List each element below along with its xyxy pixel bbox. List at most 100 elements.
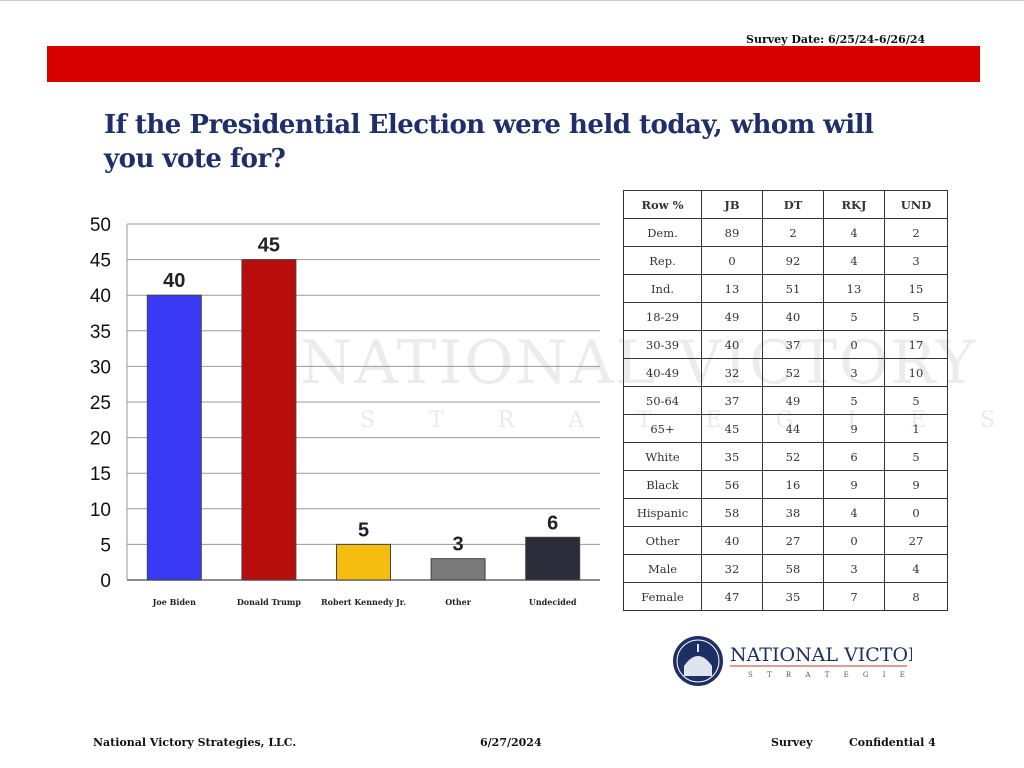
- table-cell: 0: [823, 330, 885, 359]
- table-cell: 58: [762, 554, 824, 583]
- y-tick-label: 30: [90, 357, 111, 378]
- table-cell: 3: [884, 246, 948, 275]
- top-border: [0, 0, 1024, 1]
- table-cell: 44: [762, 414, 824, 443]
- data-label: 5: [358, 519, 369, 541]
- table-cell: 9: [823, 414, 885, 443]
- company-logo: NATIONAL VICTORY S T R A T E G I E S: [672, 634, 935, 688]
- crosstab-table: Row % JB DT RKJ UND Dem. 89 2 4 2 Rep. 0 92 4 3 Ind. 13…: [623, 190, 948, 611]
- logo-text: NATIONAL VICTORY: [730, 644, 912, 666]
- footer-survey: Survey: [771, 736, 813, 749]
- table-cell: 47: [701, 582, 763, 611]
- row-label: Female: [623, 582, 702, 611]
- table-cell: 37: [762, 330, 824, 359]
- table-cell: 51: [762, 274, 824, 303]
- y-tick-label: 50: [90, 215, 111, 236]
- table-cell: 0: [701, 246, 763, 275]
- table-cell: 35: [762, 582, 824, 611]
- row-label: Dem.: [623, 218, 702, 247]
- footer-page: Confidential 4: [849, 736, 936, 749]
- table-row: 65+ 45 44 9 1: [623, 414, 948, 443]
- table-cell: 35: [701, 442, 763, 471]
- row-label: Male: [623, 554, 702, 583]
- column-header: Row %: [623, 190, 702, 219]
- table-cell: 10: [884, 358, 948, 387]
- row-label: 30-39: [623, 330, 702, 359]
- y-tick-label: 10: [90, 500, 111, 521]
- row-label: Hispanic: [623, 498, 702, 527]
- table-cell: 4: [884, 554, 948, 583]
- bar: [525, 536, 581, 581]
- table-cell: 37: [701, 386, 763, 415]
- table-cell: 52: [762, 358, 824, 387]
- table-cell: 0: [884, 498, 948, 527]
- table-cell: 92: [762, 246, 824, 275]
- table-cell: 27: [884, 526, 948, 555]
- table-cell: 0: [823, 526, 885, 555]
- row-label: 18-29: [623, 302, 702, 331]
- table-cell: 32: [701, 554, 763, 583]
- table-cell: 27: [762, 526, 824, 555]
- table-cell: 5: [884, 386, 948, 415]
- table-cell: 5: [884, 442, 948, 471]
- row-label: Ind.: [623, 274, 702, 303]
- column-header: JB: [701, 190, 763, 219]
- table-row: Hispanic 58 38 4 0: [623, 498, 948, 527]
- survey-date: Survey Date: 6/25/24-6/26/24: [746, 33, 926, 46]
- y-tick-label: 35: [90, 322, 111, 343]
- table-cell: 4: [823, 246, 885, 275]
- table-cell: 2: [762, 218, 824, 247]
- table-row: 50-64 37 49 5 5: [623, 386, 948, 415]
- table-row: Ind. 13 51 13 15: [623, 274, 948, 303]
- table-row: Female 47 35 7 8: [623, 582, 948, 611]
- table-row: Rep. 0 92 4 3: [623, 246, 948, 275]
- x-tick-label: Undecided: [529, 597, 577, 607]
- table-cell: 13: [823, 274, 885, 303]
- table-cell: 2: [884, 218, 948, 247]
- y-tick-label: 45: [90, 251, 111, 272]
- logo-subtext: S T R A T E G I E S: [748, 671, 912, 679]
- table-cell: 32: [701, 358, 763, 387]
- table-cell: 58: [701, 498, 763, 527]
- table-row: Male 32 58 3 4: [623, 554, 948, 583]
- row-label: Rep.: [623, 246, 702, 275]
- table-cell: 17: [884, 330, 948, 359]
- y-tick-label: 20: [90, 429, 111, 450]
- bar: [430, 558, 486, 581]
- table-cell: 15: [884, 274, 948, 303]
- table-cell: 40: [762, 302, 824, 331]
- row-label: Black: [623, 470, 702, 499]
- table-cell: 89: [701, 218, 763, 247]
- footer-date: 6/27/2024: [480, 736, 542, 749]
- table-row: Other 40 27 0 27: [623, 526, 948, 555]
- x-tick-label: Donald Trump: [237, 597, 302, 607]
- table-cell: 4: [823, 218, 885, 247]
- row-label: Other: [623, 526, 702, 555]
- table-row: Black 56 16 9 9: [623, 470, 948, 499]
- table-cell: 1: [884, 414, 948, 443]
- table-cell: 8: [884, 582, 948, 611]
- x-tick-label: Joe Biden: [152, 597, 196, 607]
- y-tick-label: 5: [100, 535, 111, 556]
- table-cell: 7: [823, 582, 885, 611]
- bar: [146, 294, 202, 581]
- table-cell: 13: [701, 274, 763, 303]
- column-header: DT: [762, 190, 824, 219]
- table-row: 18-29 49 40 5 5: [623, 302, 948, 331]
- x-tick-label: Other: [445, 597, 472, 607]
- table-cell: 5: [823, 386, 885, 415]
- table-cell: 3: [823, 554, 885, 583]
- data-label: 6: [547, 512, 558, 534]
- row-label: 65+: [623, 414, 702, 443]
- data-label: 45: [258, 235, 280, 257]
- row-label: 40-49: [623, 358, 702, 387]
- table-cell: 40: [701, 330, 763, 359]
- y-tick-label: 15: [90, 464, 111, 485]
- row-label: White: [623, 442, 702, 471]
- row-label: 50-64: [623, 386, 702, 415]
- bar: [336, 543, 391, 581]
- y-tick-label: 0: [100, 571, 111, 592]
- table-row: Dem. 89 2 4 2: [623, 218, 948, 247]
- column-header: UND: [884, 190, 948, 219]
